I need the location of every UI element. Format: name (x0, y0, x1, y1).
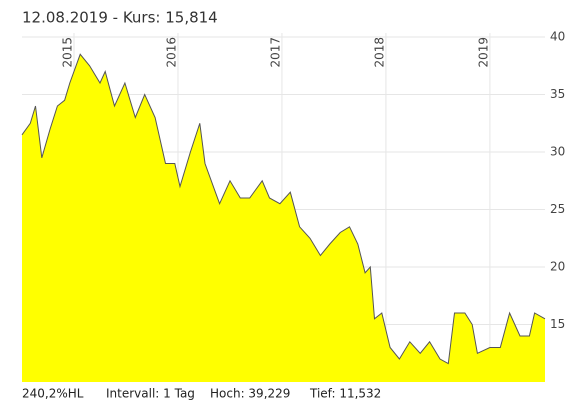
x-tick-label: 2018 (372, 37, 386, 68)
x-tick-label: 2015 (60, 37, 74, 68)
y-tick-label: 25 (550, 202, 565, 216)
x-tick-label: 2016 (164, 37, 178, 68)
y-tick-label: 15 (550, 317, 565, 331)
y-tick-label: 20 (550, 260, 565, 274)
x-tick-label: 2017 (268, 37, 282, 68)
y-tick-label: 40 (550, 30, 565, 44)
y-tick-label: 35 (550, 87, 565, 101)
x-tick-label: 2019 (476, 37, 490, 68)
y-tick-label: 30 (550, 145, 565, 159)
area (22, 54, 545, 383)
footer-item: Intervall: 1 Tag (106, 387, 195, 401)
line (21, 53, 546, 365)
footer-item: Tief: 11,532 (309, 387, 381, 401)
footer-item: 240,2%HL (22, 387, 84, 401)
footer-item: Hoch: 39,229 (210, 387, 290, 401)
chart-title: 12.08.2019 - Kurs: 15,814 (22, 9, 218, 27)
